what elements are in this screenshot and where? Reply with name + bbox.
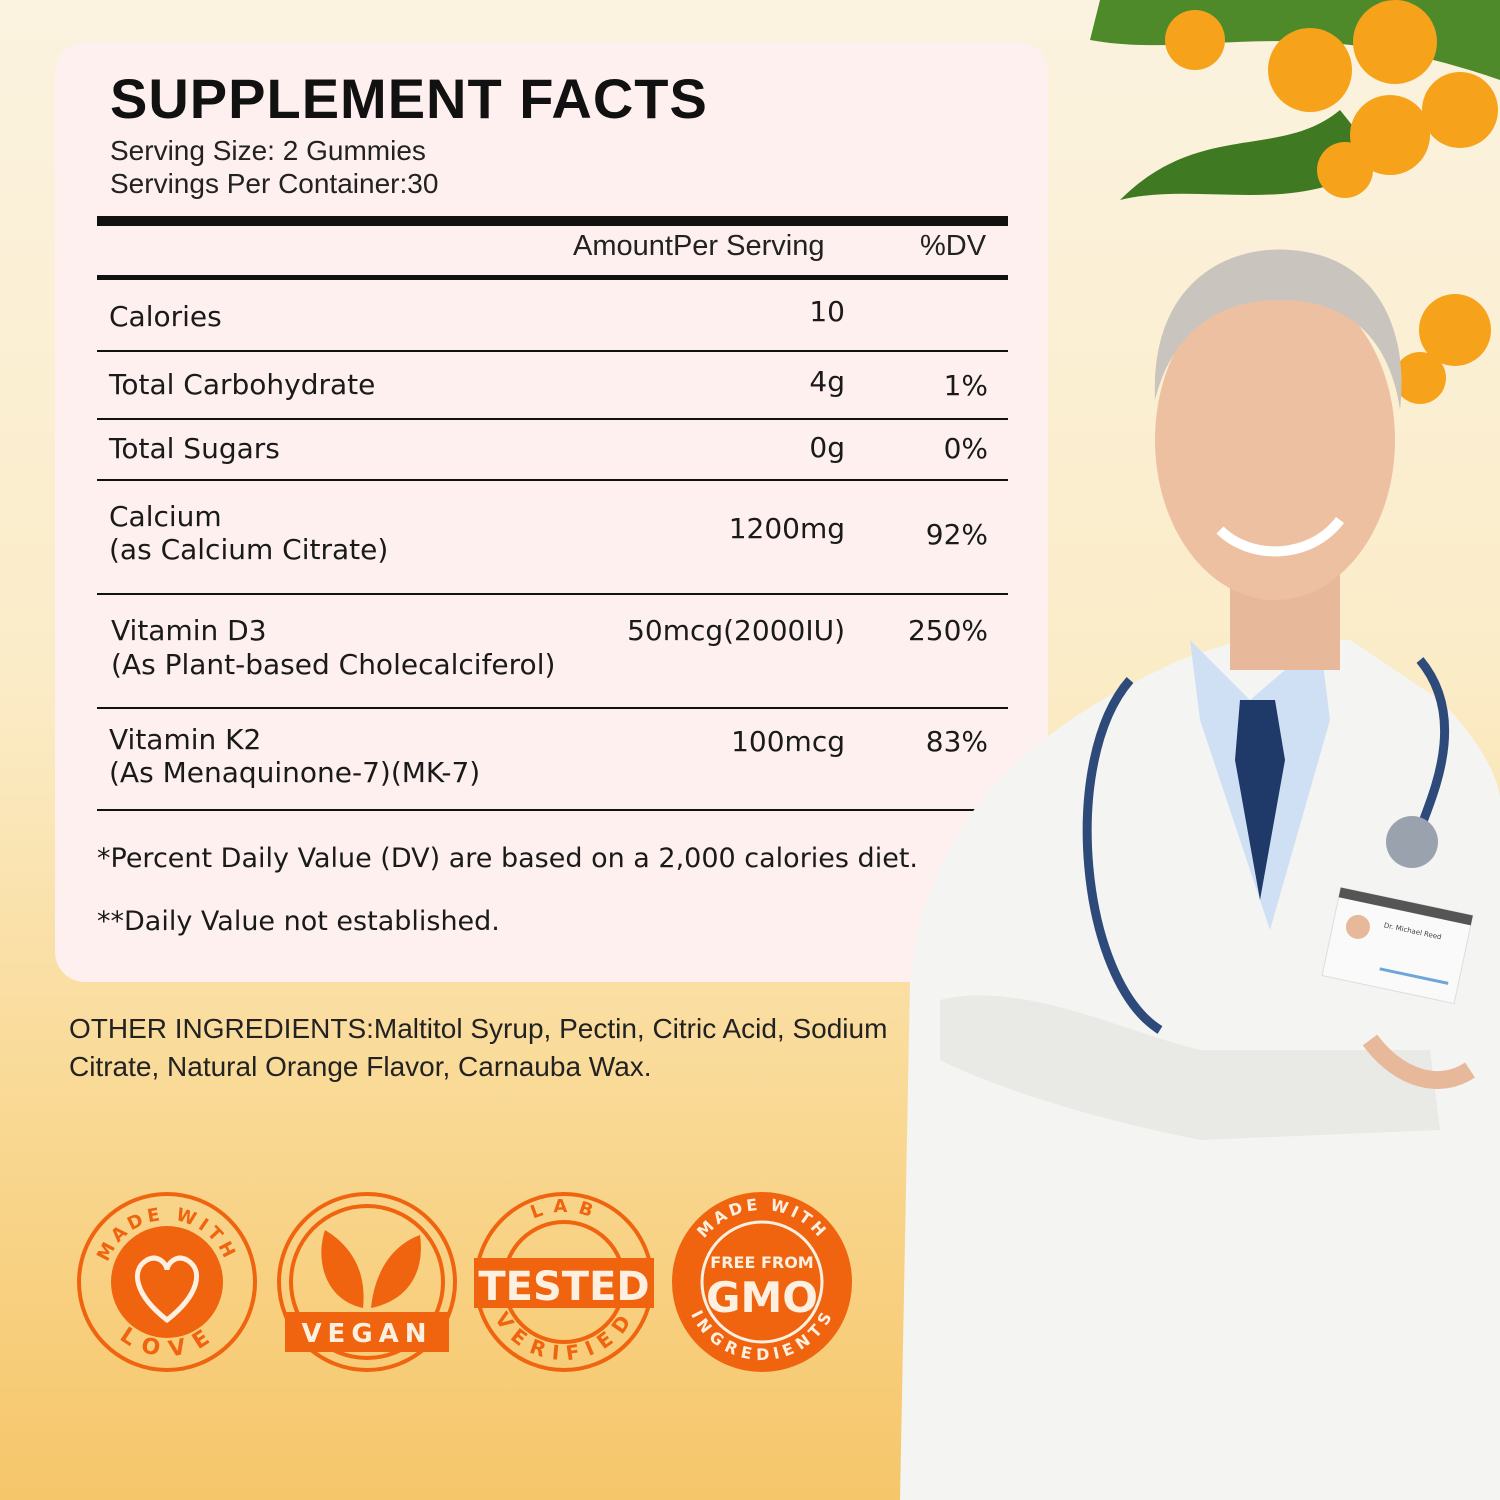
table-row: Vitamin D3 (As Plant-based Cholecalcifer…: [97, 594, 1008, 708]
nutrient-amount: 50mcg(2000IU): [627, 614, 845, 647]
leaf-icon: [321, 1230, 421, 1308]
footnote-dv: *Percent Daily Value (DV) are based on a…: [97, 843, 918, 874]
badge-text: LAB: [528, 1196, 596, 1224]
table-row: Vitamin K2 (As Menaquinone-7)(MK-7) 100m…: [97, 708, 1008, 810]
tie: [1235, 700, 1285, 900]
nutrient-dv: 92%: [925, 518, 988, 551]
nutrient-dv: 1%: [943, 369, 988, 402]
nutrient-name: Calcium: [109, 500, 222, 533]
table-row: Calories 10: [97, 280, 1008, 351]
id-badge: Dr. Michael Reed: [1321, 886, 1474, 1005]
divider: [97, 350, 1008, 352]
heart-icon: [111, 1226, 223, 1338]
nutrient-amount: 0g: [809, 431, 845, 464]
badge-text: FREE FROM: [710, 1253, 813, 1272]
divider: [97, 418, 1008, 420]
nutrient-name: Vitamin K2: [109, 723, 262, 756]
lab-tested-badge: TESTED LAB VERIFIED: [474, 1192, 654, 1372]
badge-text: VERIFIED: [490, 1307, 634, 1365]
nutrient-dv: 0%: [943, 432, 988, 465]
servings-per-container: Servings Per Container:30: [110, 168, 439, 199]
table-row: Total Carbohydrate 4g 1%: [97, 351, 1008, 419]
nutrient-name: Vitamin D3: [111, 614, 267, 647]
nutrient-amount: 10: [809, 295, 845, 328]
made-with-love-badge: MADE WITH LOVE: [77, 1192, 257, 1372]
divider: [97, 593, 1008, 595]
divider: [97, 479, 1008, 481]
nutrient-amount: 100mcg: [731, 725, 845, 758]
nutrient-source: (As Plant-based Cholecalciferol): [111, 648, 556, 681]
divider: [97, 216, 1008, 226]
crossed-arms: [940, 995, 1440, 1140]
serving-size: Serving Size: 2 Gummies: [110, 135, 426, 166]
badge-text: VEGAN: [301, 1319, 432, 1349]
vegan-badge: VEGAN: [277, 1192, 457, 1372]
stethoscope-icon: [1082, 657, 1449, 1034]
svg-text:VERIFIED: VERIFIED: [490, 1307, 638, 1365]
nutrient-amount: 4g: [809, 365, 845, 398]
nutrient-source: (As Menaquinone-7)(MK-7): [109, 756, 481, 789]
nutrient-dv: 250%: [907, 614, 988, 647]
table-row: Total Sugars 0g 0%: [97, 419, 1008, 480]
badge-text: TESTED: [478, 1264, 649, 1310]
table-row: Calcium (as Calcium Citrate) 1200mg 92%: [97, 480, 1008, 594]
nutrient-name: Total Sugars: [109, 432, 280, 465]
orange-branch: [1090, 0, 1500, 404]
gmo-free-badge: FREE FROM GMO MADE WITH INGREDIENTS: [672, 1192, 852, 1372]
badge-text: GMO: [706, 1273, 818, 1322]
other-ingredients: OTHER INGREDIENTS:Maltitol Syrup, Pectin…: [69, 1013, 888, 1082]
page-title: SUPPLEMENT FACTS: [110, 67, 708, 130]
doctor-illustration: Dr. Michael Reed: [900, 0, 1500, 1500]
nutrient-amount: 1200mg: [728, 512, 845, 545]
nutrient-name: Calories: [109, 300, 222, 333]
column-header-amount: AmountPer Serving: [573, 230, 825, 262]
nutrient-dv: 83%: [925, 725, 988, 758]
hair: [1154, 249, 1402, 410]
divider: [97, 809, 1008, 811]
nutrient-name: Total Carbohydrate: [109, 368, 376, 401]
nutrient-source: (as Calcium Citrate): [109, 533, 389, 566]
svg-text:LAB: LAB: [528, 1196, 600, 1224]
footnote-not-established: **Daily Value not established.: [97, 906, 500, 937]
supplement-facts-panel: [55, 42, 1048, 982]
divider: [97, 707, 1008, 709]
divider: [97, 275, 1008, 280]
column-header-dv: %DV: [920, 230, 987, 262]
